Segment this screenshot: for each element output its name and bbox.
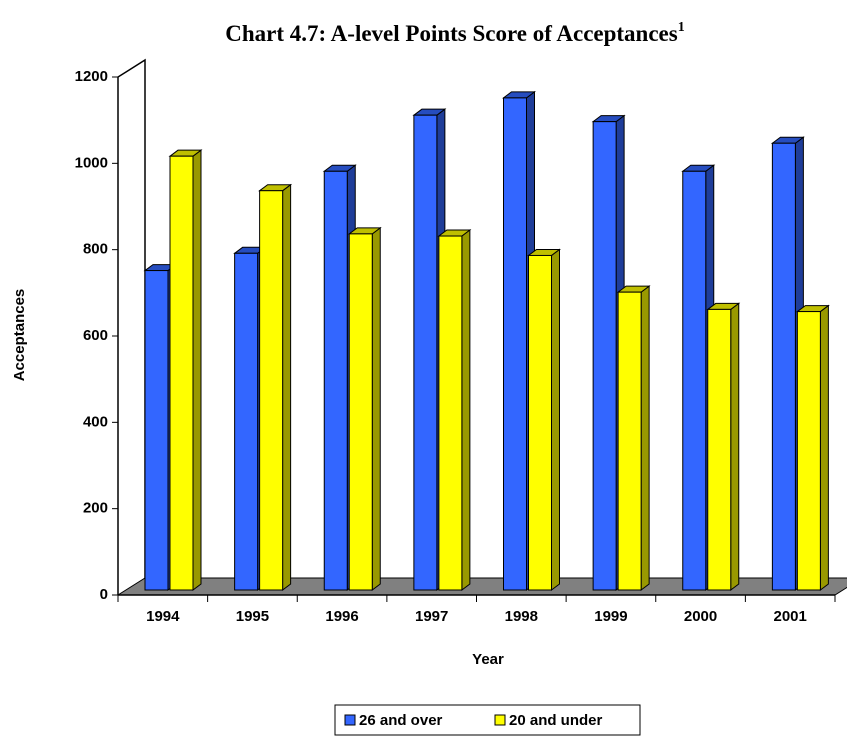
x-tick-label: 1996 (325, 608, 358, 625)
x-tick-label: 1998 (505, 608, 538, 625)
legend-swatch (344, 714, 356, 726)
bar-side (371, 226, 381, 591)
bar (528, 254, 552, 591)
y-tick-label: 400 (83, 413, 108, 430)
title-superscript: 1 (678, 20, 685, 35)
bar (503, 97, 527, 591)
y-tick-label: 1000 (75, 154, 108, 171)
x-tick-label: 2001 (774, 608, 807, 625)
bar (707, 308, 732, 591)
bar (259, 190, 284, 591)
x-tick-label: 1999 (594, 608, 627, 625)
x-axis-label: Year (472, 651, 504, 668)
bar (144, 270, 169, 591)
y-tick-label: 800 (83, 241, 108, 258)
bar-side (640, 285, 650, 591)
bar-side (551, 248, 560, 591)
bar (323, 170, 348, 591)
bar (617, 291, 642, 591)
bar (771, 142, 796, 591)
bar (796, 311, 821, 591)
legend-label: 26 and over (359, 712, 443, 729)
y-tick-label: 0 (100, 586, 108, 603)
bar (413, 114, 438, 591)
bar (592, 121, 617, 591)
y-axis-label: Acceptances (11, 289, 28, 382)
x-tick-label: 1997 (415, 608, 448, 625)
bar-side (192, 149, 202, 591)
x-tick-label: 2000 (684, 608, 717, 625)
x-tick-label: 1995 (236, 608, 269, 625)
y-tick-label: 1200 (75, 68, 108, 85)
bar (169, 155, 194, 591)
bar-side (730, 302, 740, 591)
bar-side (819, 304, 829, 591)
bar (682, 170, 707, 591)
bar (234, 252, 259, 591)
y-tick-label: 200 (83, 500, 108, 517)
bar (438, 235, 463, 591)
y-tick-label: 600 (83, 327, 108, 344)
x-tick-label: 1994 (146, 608, 180, 625)
legend-label: 20 and under (509, 712, 603, 729)
title-text: Chart 4.7: A-level Points Score of Accep… (225, 21, 678, 46)
legend-box (334, 704, 641, 736)
chart-title: Chart 4.7: A-level Points Score of Accep… (225, 20, 684, 46)
bar (348, 233, 373, 591)
bar-side (461, 229, 471, 591)
bar-side (282, 183, 292, 591)
side-wall (117, 58, 146, 595)
legend-swatch (494, 714, 506, 726)
